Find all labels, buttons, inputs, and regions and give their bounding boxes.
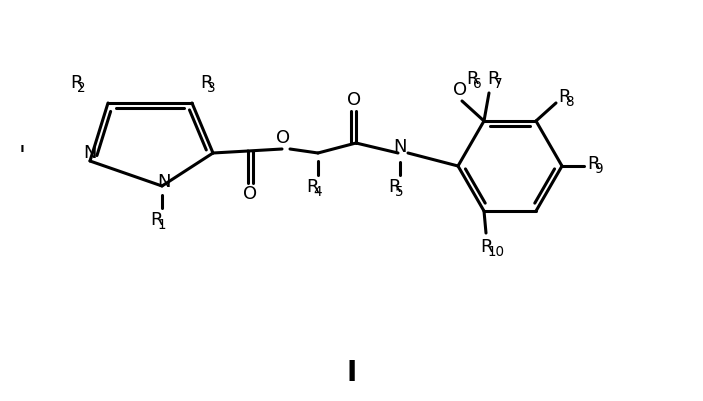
Text: R: R <box>480 238 493 256</box>
Text: N: N <box>157 173 171 191</box>
Text: R: R <box>388 178 401 196</box>
Text: 6: 6 <box>473 77 482 91</box>
Text: O: O <box>453 81 467 99</box>
Text: O: O <box>347 91 361 109</box>
Text: R: R <box>487 70 500 88</box>
Text: N: N <box>83 144 97 162</box>
Text: O: O <box>243 185 257 203</box>
Text: 4: 4 <box>313 184 322 198</box>
Text: 3: 3 <box>207 81 216 95</box>
Text: R: R <box>466 70 479 88</box>
Text: ': ' <box>18 144 25 168</box>
Text: R: R <box>587 155 600 173</box>
Text: R: R <box>558 88 571 106</box>
Text: I: I <box>347 359 357 387</box>
Text: O: O <box>276 129 290 147</box>
Text: 10: 10 <box>487 245 504 259</box>
Text: R: R <box>70 74 82 92</box>
Text: 9: 9 <box>594 162 602 176</box>
Text: R: R <box>306 178 318 196</box>
Text: 2: 2 <box>77 81 86 95</box>
Text: N: N <box>393 138 407 156</box>
Text: 8: 8 <box>565 95 574 109</box>
Text: R: R <box>200 74 212 92</box>
Text: 7: 7 <box>494 77 503 91</box>
Text: R: R <box>150 211 162 229</box>
Text: 5: 5 <box>395 184 404 198</box>
Text: 1: 1 <box>157 218 166 231</box>
